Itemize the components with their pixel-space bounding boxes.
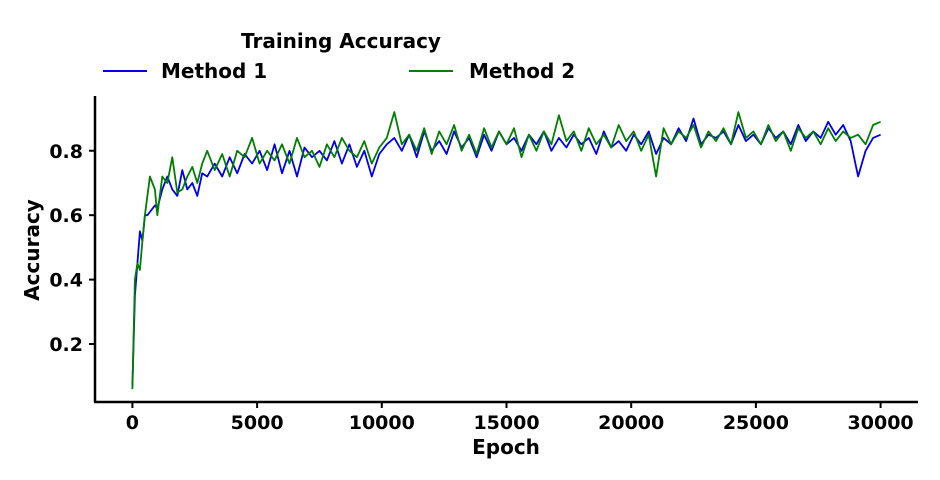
x-tick-label: 25000: [723, 412, 789, 434]
x-tick-label: 5000: [231, 412, 284, 434]
legend-title: Training Accuracy: [241, 29, 441, 53]
x-tick-label: 20000: [598, 412, 664, 434]
x-tick-label: 10000: [349, 412, 415, 434]
x-tick-label: 30000: [848, 412, 914, 434]
legend-label-method-1: Method 1: [161, 59, 267, 83]
y-tick-label: 0.8: [49, 141, 83, 163]
y-axis-label: Accuracy: [20, 199, 44, 301]
x-tick-label: 0: [126, 412, 139, 434]
legend: Training Accuracy Method 1 Method 2: [103, 29, 575, 83]
x-ticks: 0 5000 10000 15000 20000 25000 30000: [126, 402, 914, 434]
series-line-method-1: [131, 117, 881, 386]
x-tick-label: 15000: [473, 412, 539, 434]
plot-lines: [131, 111, 881, 390]
y-tick-label: 0.2: [49, 334, 83, 356]
x-axis-label: Epoch: [472, 435, 540, 459]
y-ticks: 0.2 0.4 0.6 0.8: [49, 141, 95, 356]
series-line-method-2: [131, 111, 881, 390]
y-tick-label: 0.4: [49, 270, 83, 292]
y-tick-label: 0.6: [49, 205, 83, 227]
legend-label-method-2: Method 2: [469, 59, 575, 83]
